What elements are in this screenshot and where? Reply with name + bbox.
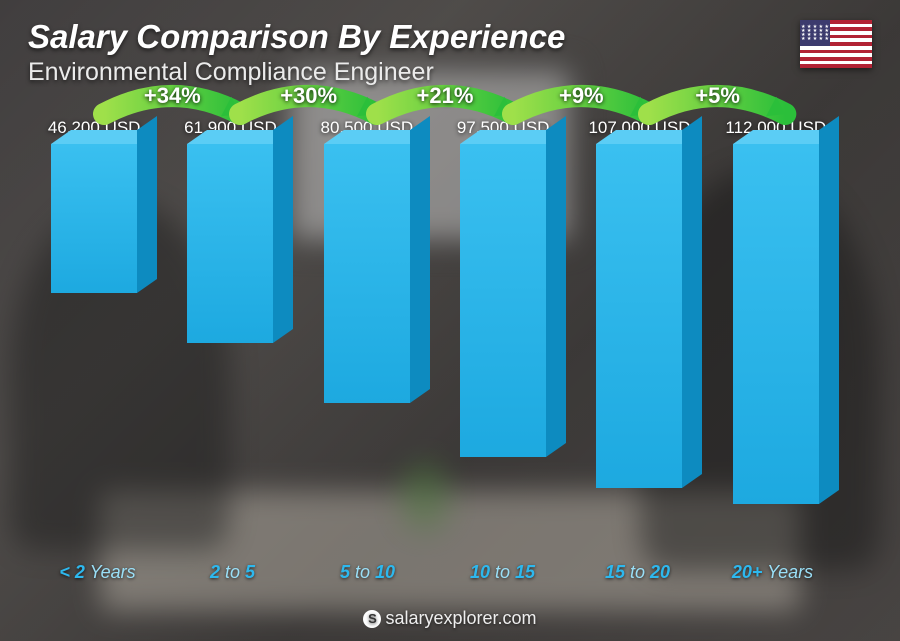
- flag-icon: ★ ★ ★ ★ ★ ★ ★ ★ ★ ★ ★ ★ ★ ★ ★ ★ ★ ★ ★ ★: [800, 20, 872, 68]
- x-axis-label: 20+ Years: [705, 562, 840, 583]
- bar: 46,200 USD: [30, 118, 158, 555]
- x-axis-label: < 2 Years: [30, 562, 165, 583]
- page-title: Salary Comparison By Experience: [28, 18, 872, 56]
- footer-text: salaryexplorer.com: [385, 608, 536, 628]
- x-axis-label: 2 to 5: [165, 562, 300, 583]
- x-axis-label: 5 to 10: [300, 562, 435, 583]
- salary-chart: 46,200 USD61,900 USD80,500 USD97,500 USD…: [30, 118, 840, 577]
- page-subtitle: Environmental Compliance Engineer: [28, 58, 872, 87]
- logo-icon: S: [363, 610, 381, 628]
- bar: 61,900 USD: [166, 118, 294, 555]
- x-axis-label: 10 to 15: [435, 562, 570, 583]
- header: Salary Comparison By Experience Environm…: [28, 18, 872, 87]
- bar: 107,000 USD: [575, 118, 703, 555]
- bar: 80,500 USD: [303, 118, 431, 555]
- footer: Ssalaryexplorer.com: [0, 608, 900, 629]
- bar: 97,500 USD: [439, 118, 567, 555]
- x-axis-label: 15 to 20: [570, 562, 705, 583]
- bar: 112,000 USD: [712, 118, 840, 555]
